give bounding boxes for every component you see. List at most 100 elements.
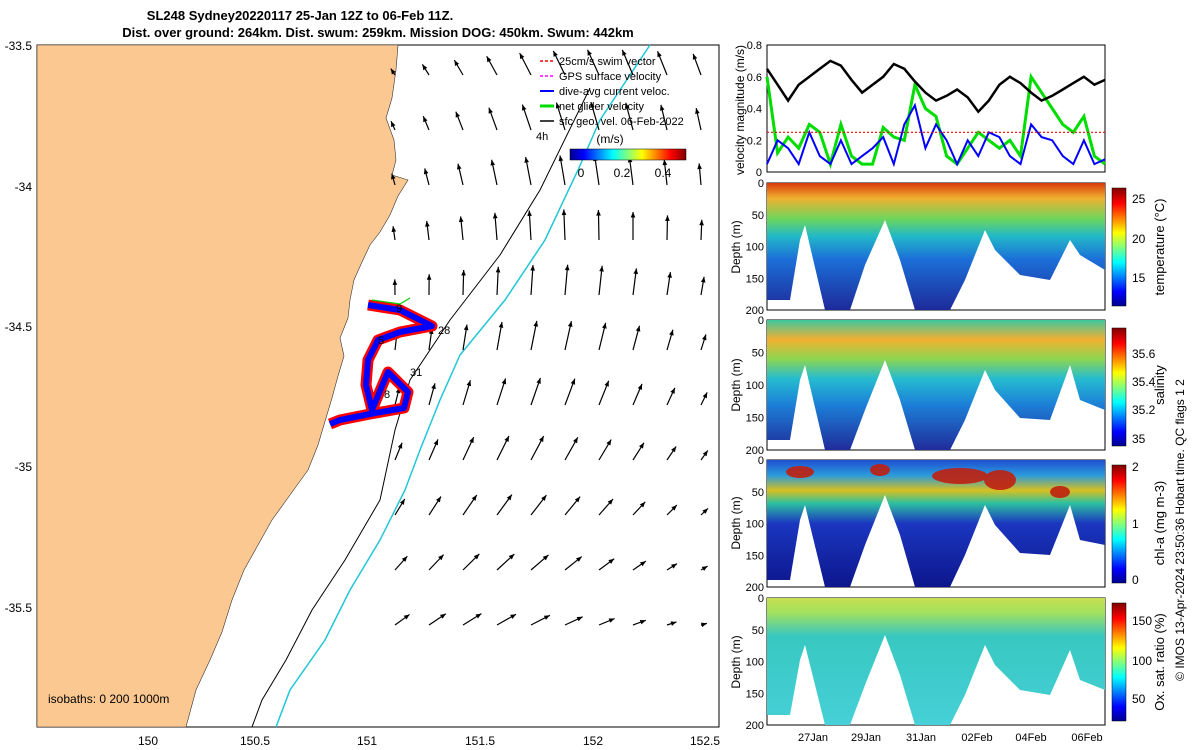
time-tick-02feb: 02Feb <box>961 732 992 744</box>
velocity-ytick: 0.4 <box>747 104 762 116</box>
current-arrow-head <box>391 173 396 180</box>
current-arrow-head <box>506 494 512 501</box>
current-arrow-head <box>530 265 535 271</box>
current-arrow-head <box>622 49 627 56</box>
current-arrow-head <box>455 111 461 118</box>
oxygen-colorbar <box>1111 602 1127 722</box>
temp-cb-tick-2: 15 <box>1132 271 1146 285</box>
isobaths-note: isobaths: 0 200 1000m <box>48 692 169 706</box>
current-arrow-head <box>574 496 581 503</box>
current-arrow-head <box>599 265 604 272</box>
depth-tick: 200 <box>746 305 764 317</box>
temperature-section <box>767 183 1105 310</box>
temperature-panel: Depth (m) 25 20 15 temperature (°C) <box>729 182 1167 311</box>
map-legend: 25cm/s swim vector GPS surface velocity … <box>536 56 687 180</box>
current-arrow-head <box>458 216 464 223</box>
current-arrow-head <box>702 392 708 399</box>
current-arrow-head <box>488 107 493 114</box>
current-arrow-head <box>702 334 707 341</box>
time-axis: 27Jan 29Jan 31Jan 02Feb 04Feb 06Feb <box>798 732 1103 744</box>
depth-tick: 100 <box>746 519 764 531</box>
velocity-series-1 <box>766 102 1106 168</box>
current-arrow-head <box>639 561 646 567</box>
current-arrow-head <box>637 383 643 390</box>
lon-tick-150: 150 <box>138 734 158 748</box>
current-arrow-head <box>495 266 501 273</box>
isobath-200m <box>275 44 651 728</box>
sal-cb-tick-1: 35.4 <box>1132 375 1156 389</box>
chlorophyll-bloom <box>786 464 1070 498</box>
current-arrow-head <box>639 442 644 449</box>
current-arrow-head <box>590 101 595 108</box>
oxygen-ylabel: Depth (m) <box>729 635 743 688</box>
temp-cb-tick-1: 20 <box>1132 232 1146 246</box>
depth-tick: 100 <box>746 657 764 669</box>
current-arrow-head <box>671 505 677 511</box>
cb-tick-2: 0.4 <box>655 166 672 180</box>
current-arrow-head <box>508 554 515 560</box>
time-tick-06feb: 06Feb <box>1071 732 1102 744</box>
velocity-series <box>765 59 1106 170</box>
depth-tick: 50 <box>752 210 764 222</box>
sal-cb-tick-3: 35 <box>1132 432 1146 446</box>
current-arrow-head <box>461 269 466 276</box>
current-arrow-head <box>657 51 662 58</box>
ox-cb-tick-0: 150 <box>1132 614 1152 628</box>
current-arrow-head <box>471 494 477 501</box>
velocity-ytick: 0.6 <box>747 72 762 84</box>
current-arrow-head <box>473 553 480 560</box>
land <box>36 44 409 728</box>
chlorophyll-section <box>767 460 1105 587</box>
current-arrow-head <box>463 324 469 331</box>
track-label-4: 31 <box>410 367 422 379</box>
current-arrow-head <box>662 159 668 166</box>
current-arrow-head <box>558 155 564 162</box>
current-arrow-head <box>438 554 444 561</box>
chl-cb-tick-0: 2 <box>1132 460 1139 474</box>
current-arrow-head <box>699 219 704 226</box>
velocity-ylabel: velocity magnitude (m/s) <box>733 45 747 175</box>
current-arrow-head <box>403 614 410 620</box>
current-arrow-head <box>466 380 472 387</box>
oxygen-cb-label: Ox. sat. ratio (%) <box>1152 613 1167 711</box>
glider-track <box>327 297 438 430</box>
current-arrow-head <box>501 378 507 385</box>
time-tick-29jan: 29Jan <box>851 732 881 744</box>
current-arrow-head <box>604 380 609 387</box>
depth-ticks: 0501001502000501001502000501001502000501… <box>746 178 764 732</box>
sal-cb-tick-0: 35.6 <box>1132 347 1156 361</box>
current-arrow-head <box>456 163 462 170</box>
depth-tick: 0 <box>758 593 764 605</box>
current-arrow-head <box>469 437 474 444</box>
current-arrow-head <box>391 226 397 233</box>
current-arrow-head <box>392 279 398 285</box>
temperature-ylabel: Depth (m) <box>729 220 743 273</box>
current-arrow-head <box>564 264 570 271</box>
current-arrow-head <box>490 159 496 166</box>
current-arrow-head <box>401 556 408 562</box>
current-arrow-head <box>475 613 482 619</box>
current-arrow-head <box>587 49 592 56</box>
lon-tick-151-5: 151.5 <box>465 734 495 748</box>
current-arrow-head <box>602 322 607 329</box>
current-arrow-head <box>607 498 614 505</box>
current-arrow-head <box>692 53 698 60</box>
current-arrow-head <box>573 437 578 444</box>
current-arrow-head <box>702 450 708 457</box>
legend-gps-velocity: GPS surface velocity <box>559 71 662 83</box>
velocity-series-2 <box>765 59 1106 114</box>
velocity-ytick: 0 <box>756 167 762 179</box>
current-arrow-head <box>665 215 670 221</box>
temperature-cb-label: temperature (°C) <box>1152 199 1167 296</box>
chl-cb-tick-2: 0 <box>1132 573 1139 587</box>
legend-net-glider-velocity: net glider velocity <box>559 101 644 113</box>
current-arrow-head <box>492 212 498 219</box>
current-arrow-head <box>439 613 446 619</box>
time-tick-31jan: 31Jan <box>906 732 936 744</box>
current-arrow-head <box>498 322 504 328</box>
map-lon-ticks: 150 150.5 151 151.5 152 152.5 <box>138 734 720 748</box>
current-arrow-head <box>555 102 561 109</box>
current-arrow-head <box>633 268 639 275</box>
velocity-series-0 <box>765 72 1106 170</box>
lat-tick-34-5: -34.5 <box>5 320 33 334</box>
